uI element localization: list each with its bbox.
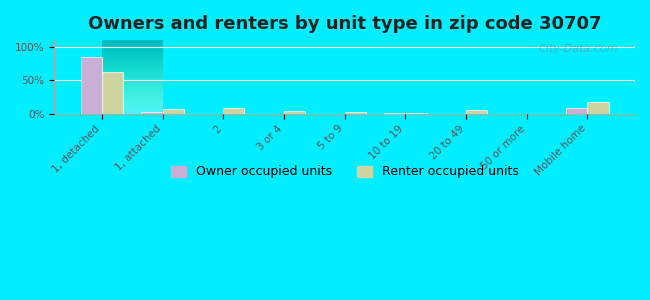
Text: City-Data.com: City-Data.com: [538, 44, 617, 54]
Bar: [162, 109, 184, 114]
Legend: Owner occupied units, Renter occupied units: Owner occupied units, Renter occupied un…: [166, 160, 524, 183]
Title: Owners and renters by unit type in zip code 30707: Owners and renters by unit type in zip c…: [88, 15, 601, 33]
Bar: [588, 102, 608, 114]
Bar: [141, 112, 162, 114]
Bar: [284, 111, 305, 114]
Bar: [81, 57, 102, 114]
Bar: [466, 110, 488, 114]
Bar: [406, 113, 426, 114]
Bar: [566, 108, 588, 114]
Bar: [344, 112, 366, 114]
Bar: [102, 72, 123, 114]
Bar: [223, 108, 244, 114]
Bar: [384, 113, 406, 114]
